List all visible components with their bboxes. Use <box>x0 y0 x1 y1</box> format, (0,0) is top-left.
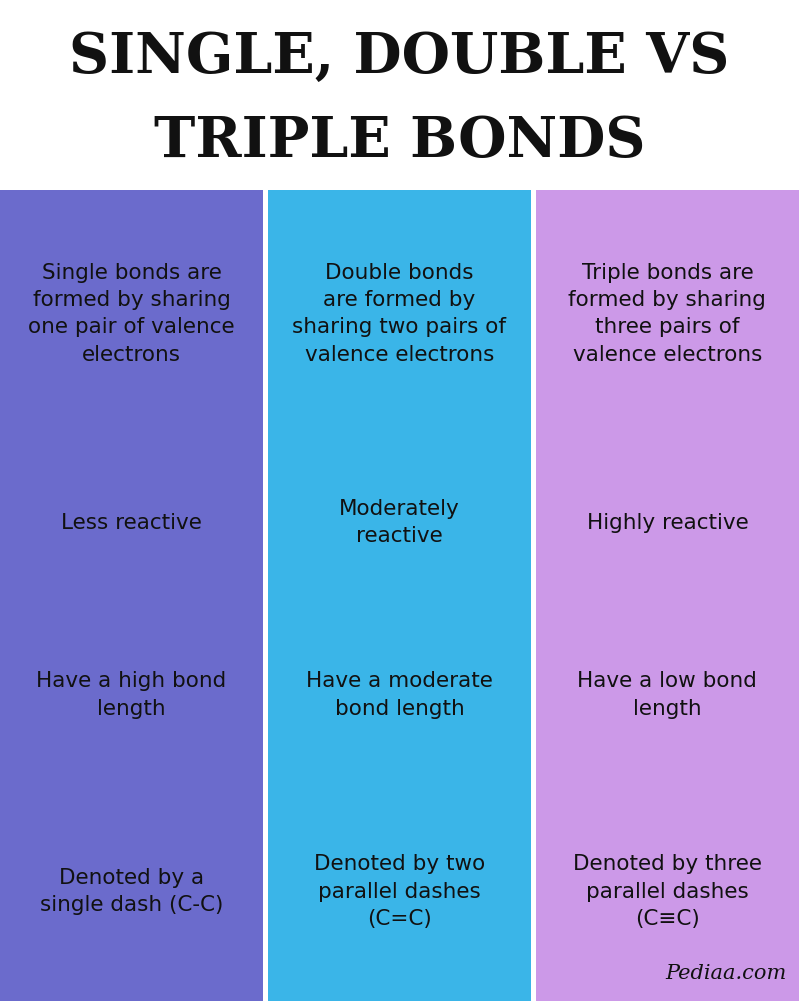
Bar <box>268 190 531 1001</box>
Text: Triple bonds are
formed by sharing
three pairs of
valence electrons: Triple bonds are formed by sharing three… <box>569 263 766 364</box>
Bar <box>536 190 799 1001</box>
Text: Denoted by three
parallel dashes
(C≡C): Denoted by three parallel dashes (C≡C) <box>573 854 762 929</box>
Text: Single bonds are
formed by sharing
one pair of valence
electrons: Single bonds are formed by sharing one p… <box>28 263 235 364</box>
Text: Have a moderate
bond length: Have a moderate bond length <box>306 672 493 719</box>
Text: Moderately
reactive: Moderately reactive <box>339 499 460 547</box>
Text: Have a low bond
length: Have a low bond length <box>578 672 757 719</box>
Text: Denoted by a
single dash (C-C): Denoted by a single dash (C-C) <box>40 868 223 915</box>
Text: Pediaa.com: Pediaa.com <box>666 964 787 983</box>
Text: SINGLE, DOUBLE VS: SINGLE, DOUBLE VS <box>70 30 729 84</box>
Text: Less reactive: Less reactive <box>62 513 202 533</box>
Text: Denoted by two
parallel dashes
(C=C): Denoted by two parallel dashes (C=C) <box>314 854 485 929</box>
Text: Have a high bond
length: Have a high bond length <box>37 672 227 719</box>
Text: Highly reactive: Highly reactive <box>586 513 749 533</box>
Text: Double bonds
are formed by
sharing two pairs of
valence electrons: Double bonds are formed by sharing two p… <box>292 263 507 364</box>
Text: TRIPLE BONDS: TRIPLE BONDS <box>153 114 646 168</box>
Bar <box>0 190 263 1001</box>
